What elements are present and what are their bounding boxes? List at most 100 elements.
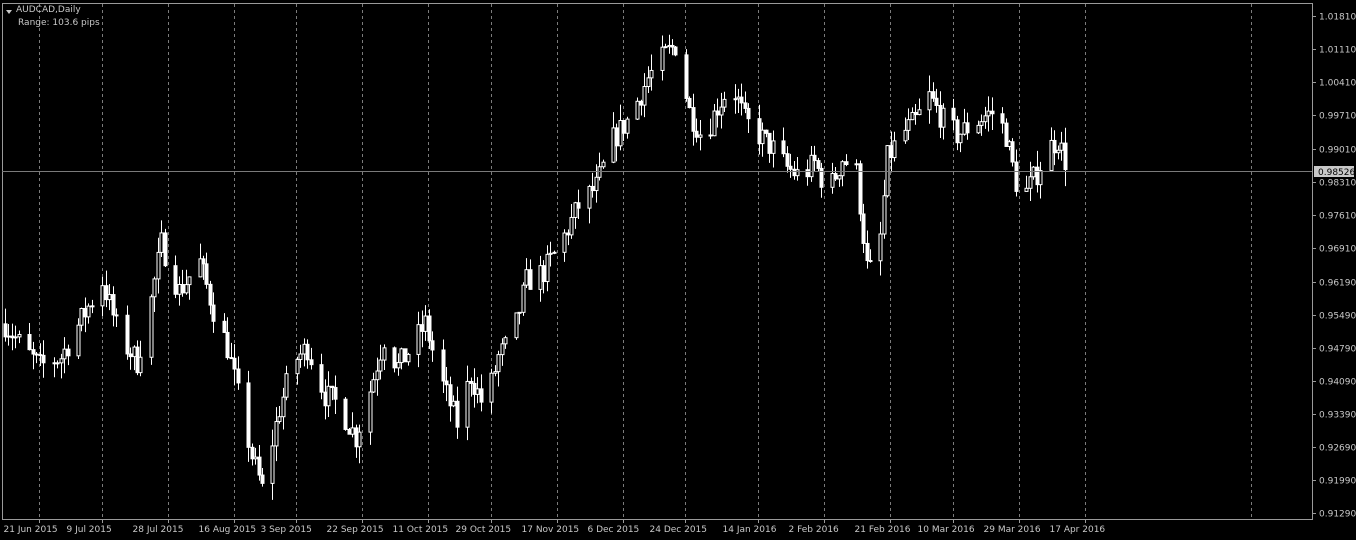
candle [416, 311, 421, 368]
candle-body [934, 97, 939, 106]
candle-body [173, 265, 178, 295]
candle [1059, 131, 1064, 161]
candle [663, 43, 668, 49]
candle-body [892, 140, 897, 159]
candle [910, 107, 915, 121]
candle [298, 344, 303, 368]
candle [733, 84, 738, 114]
candle [399, 347, 404, 370]
plot-border [2, 3, 1313, 520]
candle-body [357, 431, 362, 448]
candle [1063, 127, 1068, 187]
candle [941, 103, 946, 140]
y-tick-label: 0.97610 [1319, 212, 1356, 222]
candle-body [594, 176, 599, 192]
range-label: Range: 103.6 pips [18, 18, 100, 28]
candle [913, 103, 918, 125]
candle-body [375, 370, 380, 381]
candle [274, 407, 279, 462]
candle-body [1024, 187, 1029, 192]
candle-body [785, 153, 790, 167]
candle [694, 118, 699, 143]
candle [79, 307, 84, 332]
candle-body [475, 388, 480, 395]
candle-body [660, 46, 665, 71]
candle-body [670, 44, 675, 48]
candle-body [246, 382, 251, 448]
candle-body [59, 358, 64, 364]
candle-body [107, 294, 112, 301]
candle-body [917, 109, 922, 116]
candle-body [149, 296, 154, 358]
candle [708, 118, 713, 140]
candle [590, 172, 595, 198]
candle [892, 131, 897, 162]
candle [882, 179, 887, 239]
candle-body [552, 251, 557, 254]
candle [225, 317, 230, 360]
candle-body [295, 358, 300, 375]
candle-body [805, 169, 810, 178]
candle-body [79, 307, 84, 326]
candle-body [444, 380, 449, 386]
candle-body [1063, 142, 1068, 171]
candle [382, 344, 387, 371]
symbol-row[interactable]: AUDCAD,Daily [6, 4, 100, 17]
candle [785, 146, 790, 173]
candle-body [569, 216, 574, 236]
candle-body [809, 154, 814, 178]
candle-body [66, 348, 71, 357]
candle [670, 39, 675, 56]
candle [371, 372, 376, 394]
candle [601, 159, 606, 169]
candle [983, 106, 988, 129]
candle [198, 243, 203, 278]
candle [111, 286, 116, 327]
candle-body [965, 122, 970, 134]
candle [927, 75, 932, 124]
candle [257, 444, 262, 481]
candle [184, 269, 189, 295]
candle-body [163, 232, 168, 267]
candle-body [208, 283, 213, 306]
candle [844, 154, 849, 167]
candle [277, 406, 282, 424]
candle-body [309, 359, 314, 366]
candle-body [1052, 139, 1057, 154]
candle [934, 88, 939, 113]
candle-body [451, 400, 456, 407]
candle-body [469, 380, 474, 384]
collapse-triangle-icon[interactable] [6, 9, 12, 14]
candle [229, 342, 234, 360]
candle-body [646, 77, 651, 88]
candle [545, 245, 550, 292]
candle-body [416, 324, 421, 355]
y-tick-label: 0.92690 [1319, 444, 1356, 454]
x-tick-label: 21 Feb 2016 [855, 525, 911, 535]
candle [350, 412, 355, 438]
candle-body [548, 252, 553, 255]
candle [865, 230, 870, 269]
candle [965, 112, 970, 140]
candle-body [298, 353, 303, 360]
bid-price-tag [1314, 166, 1354, 177]
candle [159, 220, 164, 257]
candle-body [41, 354, 46, 364]
x-tick-label: 28 Jul 2015 [133, 525, 184, 535]
candle [270, 429, 275, 500]
candle-body [861, 213, 866, 244]
candle [104, 270, 109, 308]
candle [86, 303, 91, 324]
candle [472, 368, 477, 408]
candle [760, 122, 765, 157]
candle-body [1049, 139, 1054, 172]
candle-body [691, 107, 696, 132]
candle-body [277, 416, 282, 423]
candle [187, 276, 192, 300]
candle [451, 395, 456, 408]
candle-body [865, 242, 870, 262]
candle-body [625, 118, 630, 134]
y-tick-label: 0.96910 [1319, 245, 1356, 255]
candle-body [788, 165, 793, 170]
